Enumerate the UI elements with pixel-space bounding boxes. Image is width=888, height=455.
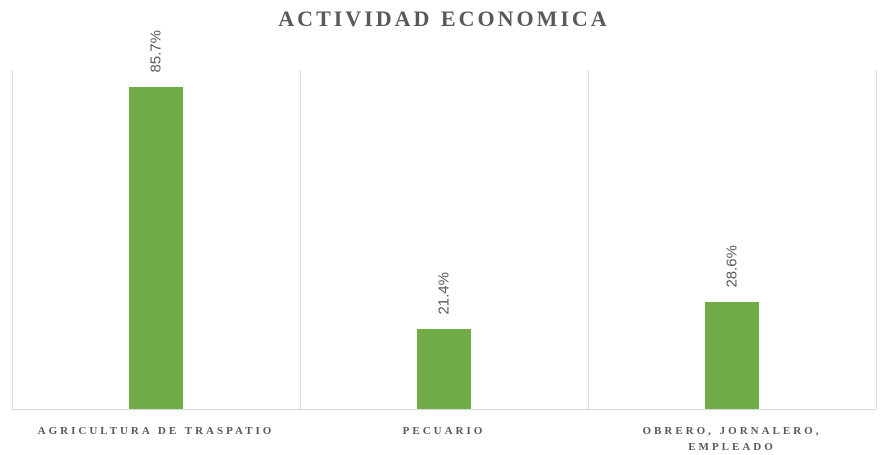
- x-tick-label: AGRICULTURA DE TRASPATIO: [37, 425, 275, 437]
- data-label: 28.6%: [723, 245, 741, 288]
- bar: [705, 301, 759, 409]
- bar: [417, 328, 471, 409]
- data-label: 21.4%: [435, 272, 453, 315]
- data-label: 85.7%: [147, 30, 165, 73]
- bar: [129, 87, 183, 409]
- separator: [12, 70, 13, 409]
- x-tick-label: OBRERO, JORNALERO, EMPLEADO: [642, 425, 822, 453]
- separator: [588, 70, 589, 409]
- chart-title: ACTIVIDAD ECONOMICA: [278, 6, 610, 31]
- x-tick-label: PECUARIO: [402, 425, 486, 437]
- baseline: [12, 409, 876, 410]
- separator: [876, 70, 877, 409]
- separator: [300, 70, 301, 409]
